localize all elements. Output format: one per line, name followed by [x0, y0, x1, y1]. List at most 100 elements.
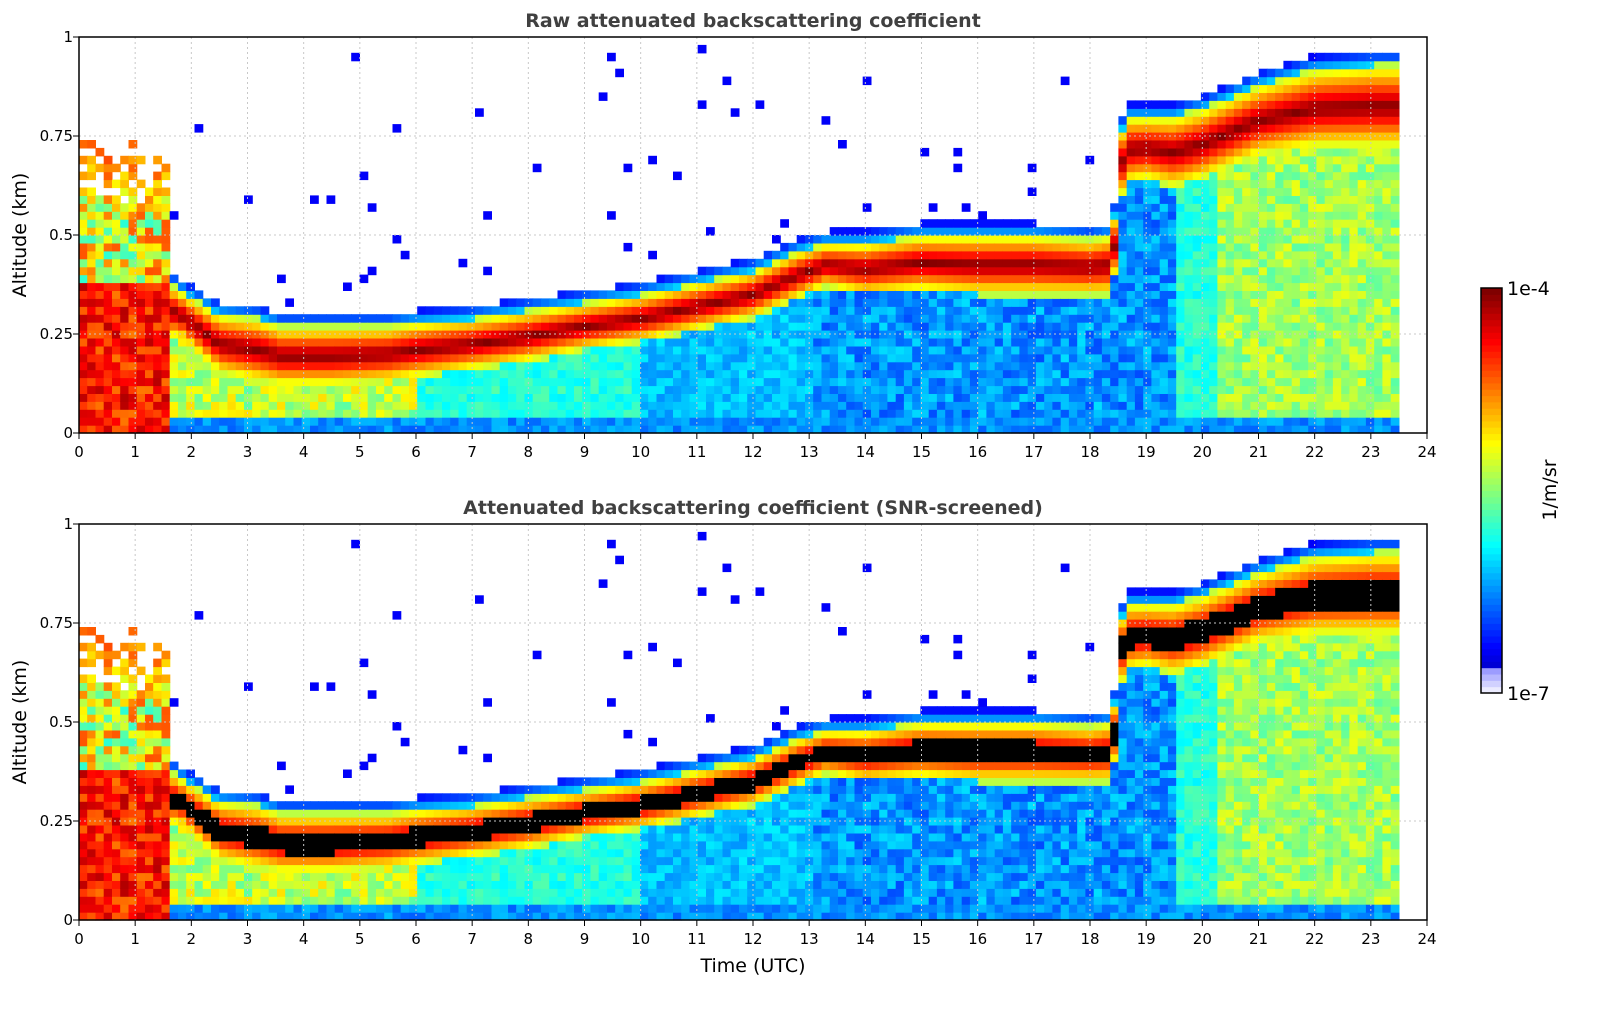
heatmap-cell [1118, 354, 1127, 363]
heatmap-cell [1259, 393, 1268, 402]
heatmap-cell [822, 267, 831, 276]
heatmap-cell [648, 417, 657, 426]
heatmap-cell [1209, 338, 1218, 347]
heatmap-cell [1250, 346, 1259, 355]
heatmap-cell [1374, 393, 1383, 402]
heatmap-cell [145, 730, 154, 739]
heatmap-cell [104, 873, 113, 882]
heatmap-cell [1250, 100, 1259, 109]
heatmap-cell [607, 401, 616, 410]
heatmap-cell [1374, 306, 1383, 315]
heatmap-cell [533, 362, 542, 371]
heatmap-cell [1110, 275, 1119, 284]
heatmap-cell [252, 809, 261, 818]
heatmap-cell [1349, 124, 1358, 133]
heatmap-cell [1250, 235, 1259, 244]
heatmap-cell [1341, 188, 1350, 197]
heatmap-cell [855, 338, 864, 347]
heatmap-cell [887, 393, 896, 402]
heatmap-cell [104, 393, 113, 402]
heatmap-cell [533, 417, 542, 426]
heatmap-cell [714, 401, 723, 410]
heatmap-cell [277, 417, 286, 426]
heatmap-cell [1209, 219, 1218, 228]
heatmap-cell [764, 251, 773, 259]
heatmap-cell [1275, 156, 1284, 165]
heatmap-cell [219, 896, 228, 905]
heatmap-cell [1160, 140, 1169, 149]
heatmap-cell [747, 283, 756, 292]
heatmap-cell [1259, 401, 1268, 410]
heatmap-cell [723, 354, 732, 363]
heatmap-cell [1209, 124, 1218, 133]
heatmap-cell [1325, 322, 1334, 331]
heatmap-cell [384, 417, 393, 426]
heatmap-cell [467, 338, 476, 347]
heatmap-cell [162, 698, 171, 707]
heatmap-cell [1160, 338, 1169, 347]
heatmap-cell [591, 306, 600, 315]
heatmap-cell [327, 417, 336, 426]
heatmap-cell [1019, 243, 1028, 252]
heatmap-cell [1341, 306, 1350, 315]
panel-title: Attenuated backscattering coefficient (S… [463, 497, 1043, 519]
heatmap-cell [120, 738, 129, 747]
heatmap-cell [186, 873, 195, 882]
heatmap-cell [764, 290, 773, 299]
heatmap-cell [1341, 203, 1350, 212]
heatmap-cell [739, 283, 748, 292]
heatmap-cell [1267, 338, 1276, 347]
heatmap-cell [1292, 306, 1301, 315]
heatmap-cell [1366, 378, 1375, 387]
heatmap-cell [129, 659, 138, 668]
heatmap-cell [1391, 338, 1400, 347]
heatmap-cell [244, 409, 253, 418]
heatmap-cell [574, 306, 583, 315]
heatmap-cell [681, 306, 690, 315]
heatmap-cell [739, 417, 748, 426]
heatmap-cell [516, 322, 525, 331]
heatmap-cell [145, 762, 154, 771]
heatmap-cell [978, 243, 987, 252]
heatmap-cell [1160, 267, 1169, 276]
heatmap-cell [1366, 164, 1375, 173]
heatmap-cell [591, 409, 600, 418]
heatmap-cell [838, 267, 847, 276]
heatmap-cell [1226, 362, 1235, 371]
heatmap-cell [87, 754, 96, 763]
heatmap-cell [1349, 314, 1358, 323]
heatmap-cell [87, 770, 96, 779]
heatmap-cell [87, 195, 96, 204]
heatmap-cell [640, 306, 649, 315]
heatmap-cell [739, 354, 748, 363]
heatmap-cell [178, 841, 187, 850]
heatmap-cell [170, 393, 179, 402]
heatmap-cell [1358, 140, 1367, 149]
heatmap-cell [731, 306, 740, 315]
heatmap-cell [714, 306, 723, 315]
heatmap-cell [269, 888, 278, 897]
heatmap-cell [1118, 338, 1127, 347]
heatmap-cell [855, 346, 864, 355]
heatmap-cell [822, 251, 831, 259]
heatmap-cell [236, 322, 245, 331]
heatmap-cell [236, 417, 245, 426]
heatmap-cell [153, 243, 162, 252]
heatmap-cell [838, 362, 847, 371]
heatmap-cell [96, 754, 105, 763]
heatmap-cell [162, 386, 171, 395]
heatmap-cell [153, 219, 162, 228]
heatmap-cell [294, 338, 303, 347]
heatmap-cell [1333, 100, 1342, 109]
heatmap-cell [1300, 172, 1309, 181]
heatmap-cell [838, 283, 847, 292]
heatmap-cell [1325, 180, 1334, 189]
heatmap-cell [1358, 290, 1367, 299]
heatmap-cell [376, 362, 385, 371]
heatmap-cell [153, 722, 162, 731]
heatmap-cell [780, 298, 789, 307]
heatmap-cell [723, 275, 732, 284]
heatmap-cell [1283, 338, 1292, 347]
heatmap-cell [376, 314, 385, 323]
heatmap-cell [953, 354, 962, 363]
